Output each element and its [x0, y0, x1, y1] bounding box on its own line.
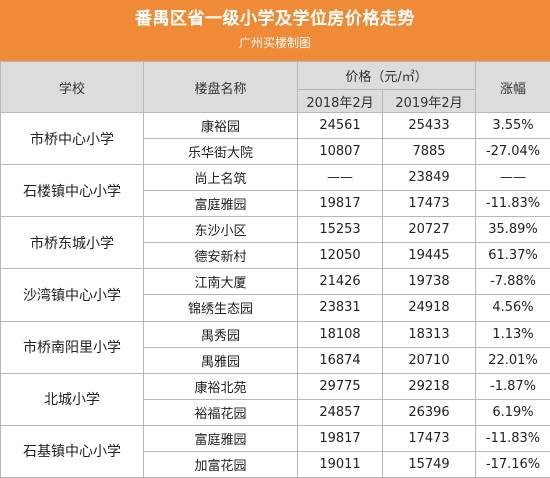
column-header-price: 价格（元/㎡） [296, 61, 477, 90]
table-row: 富庭雅园 19817 17473 -11.83% [1, 190, 550, 218]
school-cell: 市桥南阳里小学 [0, 320, 144, 374]
table-row: 德安新村 12050 19445 61.37% [1, 242, 550, 270]
price-2019-cell: 24918 [381, 294, 477, 322]
price-2018-cell: 29775 [297, 372, 383, 400]
table-row: 石基镇中心小学 富庭雅园 19817 17473 -11.83% [0, 424, 550, 478]
estate-cell: 裕福花园 [143, 398, 298, 426]
change-cell: -17.16% [475, 450, 550, 478]
estate-cell: 江南大厦 [143, 268, 298, 296]
price-2019-cell: 20727 [381, 216, 477, 244]
table-row: 锦绣生态园 23831 24918 4.56% [1, 294, 550, 322]
price-2018-cell: 18108 [297, 320, 383, 348]
estate-cell: 加富花园 [143, 450, 298, 478]
estate-cell: 东沙小区 [143, 216, 298, 244]
table-row: 禺雅园 16874 20710 22.01% [1, 346, 550, 374]
price-2019-cell: 17473 [381, 190, 477, 218]
school-cell: 市桥东城小学 [0, 216, 144, 270]
price-2019-cell: 23849 [381, 164, 477, 192]
table-row: 北城小学 康裕北苑 29775 29218 -1.87% [0, 372, 550, 426]
estate-cell: 富庭雅园 [143, 424, 298, 452]
change-cell: 4.56% [475, 294, 550, 322]
change-cell: -11.83% [475, 190, 550, 218]
estate-cell: 康裕北苑 [143, 372, 298, 400]
estate-cell: 禺秀园 [143, 320, 298, 348]
table-row: 市桥中心小学 康裕园 24561 25433 3.55% [0, 111, 550, 166]
estate-cell: 禺雅园 [143, 346, 298, 374]
estate-cell: 锦绣生态园 [143, 294, 298, 322]
estate-cell: 乐华街大院 [143, 138, 298, 166]
school-cell: 市桥中心小学 [0, 111, 144, 166]
price-2018-cell: 19011 [297, 450, 383, 478]
estate-cell: 富庭雅园 [143, 190, 298, 218]
change-cell: —— [475, 164, 550, 192]
price-2018-cell: 19817 [297, 424, 383, 452]
estate-cell: 德安新村 [143, 242, 298, 270]
change-cell: 61.37% [475, 242, 550, 270]
price-2018-cell: 23831 [297, 294, 383, 322]
table-row: 沙湾镇中心小学 江南大厦 21426 19738 -7.88% [0, 268, 550, 322]
price-2019-cell: 19738 [381, 268, 477, 296]
change-cell: -1.87% [475, 372, 550, 400]
table-title: 番禺区省一级小学及学位房价格走势 [135, 9, 415, 29]
change-cell: 35.89% [475, 216, 550, 244]
price-2019-cell: 19445 [381, 242, 477, 270]
price-2018-cell: 24857 [297, 398, 383, 426]
change-cell: 22.01% [475, 346, 550, 374]
table-row: 裕福花园 24857 26396 6.19% [1, 398, 550, 426]
price-2018-cell: 15253 [297, 216, 383, 244]
column-header-estate: 楼盘名称 [143, 61, 298, 113]
price-table: 学校 楼盘名称 价格（元/㎡） 涨幅 2018年2月 2019年2月 市桥中心小… [0, 61, 550, 478]
table-row: 石楼镇中心小学 尚上名筑 —— 23849 —— [0, 164, 550, 218]
price-2019-cell: 18313 [381, 320, 477, 348]
table-header-banner: 番禺区省一级小学及学位房价格走势 广州买楼制图 [0, 0, 550, 61]
price-2018-cell: 12050 [297, 242, 383, 270]
table-row: 市桥南阳里小学 禺秀园 18108 18313 1.13% [0, 320, 550, 374]
estate-cell: 康裕园 [143, 111, 298, 140]
column-header-2018: 2018年2月 [297, 89, 383, 113]
change-cell: 1.13% [475, 320, 550, 348]
price-2018-cell: —— [297, 164, 383, 192]
price-2019-cell: 25433 [381, 111, 477, 140]
school-cell: 石基镇中心小学 [0, 424, 144, 478]
table-subtitle: 广州买楼制图 [238, 36, 311, 50]
school-cell: 沙湾镇中心小学 [0, 268, 144, 322]
column-header-change: 涨幅 [475, 61, 550, 113]
school-cell: 石楼镇中心小学 [0, 164, 144, 218]
estate-cell: 尚上名筑 [143, 164, 298, 192]
table-row: 市桥东城小学 东沙小区 15253 20727 35.89% [0, 216, 550, 270]
price-2019-cell: 7885 [381, 138, 477, 166]
price-2018-cell: 19817 [297, 190, 383, 218]
price-2018-cell: 21426 [297, 268, 383, 296]
column-header-school: 学校 [0, 61, 144, 113]
price-2019-cell: 15749 [381, 450, 477, 478]
price-2019-cell: 17473 [381, 424, 477, 452]
price-2018-cell: 16874 [297, 346, 383, 374]
table-row: 乐华街大院 10807 7885 -27.04% [1, 138, 550, 166]
price-2018-cell: 10807 [297, 138, 383, 166]
change-cell: 3.55% [475, 111, 550, 140]
price-2019-cell: 20710 [381, 346, 477, 374]
school-cell: 北城小学 [0, 372, 144, 426]
table-row: 加富花园 19011 15749 -17.16% [1, 450, 550, 478]
price-2018-cell: 24561 [297, 111, 383, 140]
price-2019-cell: 26396 [381, 398, 477, 426]
change-cell: -27.04% [475, 138, 550, 166]
change-cell: 6.19% [475, 398, 550, 426]
price-2019-cell: 29218 [381, 372, 477, 400]
change-cell: -11.83% [475, 424, 550, 452]
column-header-2019: 2019年2月 [381, 89, 477, 113]
change-cell: -7.88% [475, 268, 550, 296]
